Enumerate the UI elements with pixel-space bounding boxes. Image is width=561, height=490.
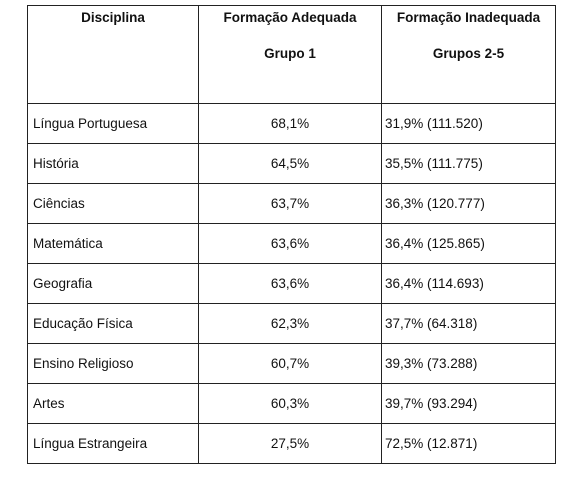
- inadequate-cell: 37,7% (64.318): [381, 303, 556, 344]
- header-discipline-label: Disciplina: [81, 10, 145, 25]
- table-row: Matemática 63,6% 36,4% (125.865): [27, 223, 556, 264]
- table-row: Geografia 63,6% 36,4% (114.693): [27, 263, 556, 304]
- adequate-cell: 60,3%: [198, 383, 382, 424]
- inadequate-cell: 39,3% (73.288): [381, 343, 556, 384]
- adequate-cell: 63,7%: [198, 183, 382, 224]
- table-row: Língua Estrangeira 27,5% 72,5% (12.871): [27, 423, 556, 464]
- discipline-cell: Ciências: [27, 183, 199, 224]
- inadequate-cell: 31,9% (111.520): [381, 103, 556, 144]
- adequate-cell: 60,7%: [198, 343, 382, 384]
- header-discipline: Disciplina: [27, 5, 199, 104]
- formation-table: Disciplina Formação Adequada Grupo 1 For…: [27, 5, 556, 464]
- adequate-cell: 63,6%: [198, 223, 382, 264]
- discipline-cell: História: [27, 143, 199, 184]
- table-row: Língua Portuguesa 68,1% 31,9% (111.520): [27, 103, 556, 144]
- inadequate-cell: 36,4% (125.865): [381, 223, 556, 264]
- discipline-cell: Língua Estrangeira: [27, 423, 199, 464]
- inadequate-cell: 36,3% (120.777): [381, 183, 556, 224]
- table-header-row: Disciplina Formação Adequada Grupo 1 For…: [27, 5, 556, 104]
- discipline-cell: Artes: [27, 383, 199, 424]
- adequate-cell: 68,1%: [198, 103, 382, 144]
- table-row: Ensino Religioso 60,7% 39,3% (73.288): [27, 343, 556, 384]
- inadequate-cell: 72,5% (12.871): [381, 423, 556, 464]
- table-row: Ciências 63,7% 36,3% (120.777): [27, 183, 556, 224]
- formation-table-container: Disciplina Formação Adequada Grupo 1 For…: [27, 5, 556, 464]
- table-row: História 64,5% 35,5% (111.775): [27, 143, 556, 184]
- header-adequate-label: Formação Adequada: [223, 10, 357, 25]
- table-body: Língua Portuguesa 68,1% 31,9% (111.520) His…: [27, 103, 556, 464]
- header-inadequate-label: Formação Inadequada: [396, 10, 541, 25]
- discipline-cell: Educação Física: [27, 303, 199, 344]
- inadequate-cell: 35,5% (111.775): [381, 143, 556, 184]
- adequate-cell: 62,3%: [198, 303, 382, 344]
- discipline-cell: Língua Portuguesa: [27, 103, 199, 144]
- adequate-cell: 27,5%: [198, 423, 382, 464]
- header-adequate: Formação Adequada Grupo 1: [198, 5, 382, 104]
- discipline-cell: Ensino Religioso: [27, 343, 199, 384]
- inadequate-cell: 39,7% (93.294): [381, 383, 556, 424]
- adequate-cell: 64,5%: [198, 143, 382, 184]
- header-adequate-group: Grupo 1: [264, 46, 316, 61]
- inadequate-cell: 36,4% (114.693): [381, 263, 556, 304]
- table-row: Artes 60,3% 39,7% (93.294): [27, 383, 556, 424]
- discipline-cell: Matemática: [27, 223, 199, 264]
- discipline-cell: Geografia: [27, 263, 199, 304]
- adequate-cell: 63,6%: [198, 263, 382, 304]
- table-row: Educação Física 62,3% 37,7% (64.318): [27, 303, 556, 344]
- header-inadequate-groups: Grupos 2-5: [432, 46, 505, 61]
- header-inadequate: Formação Inadequada Grupos 2-5: [381, 5, 556, 104]
